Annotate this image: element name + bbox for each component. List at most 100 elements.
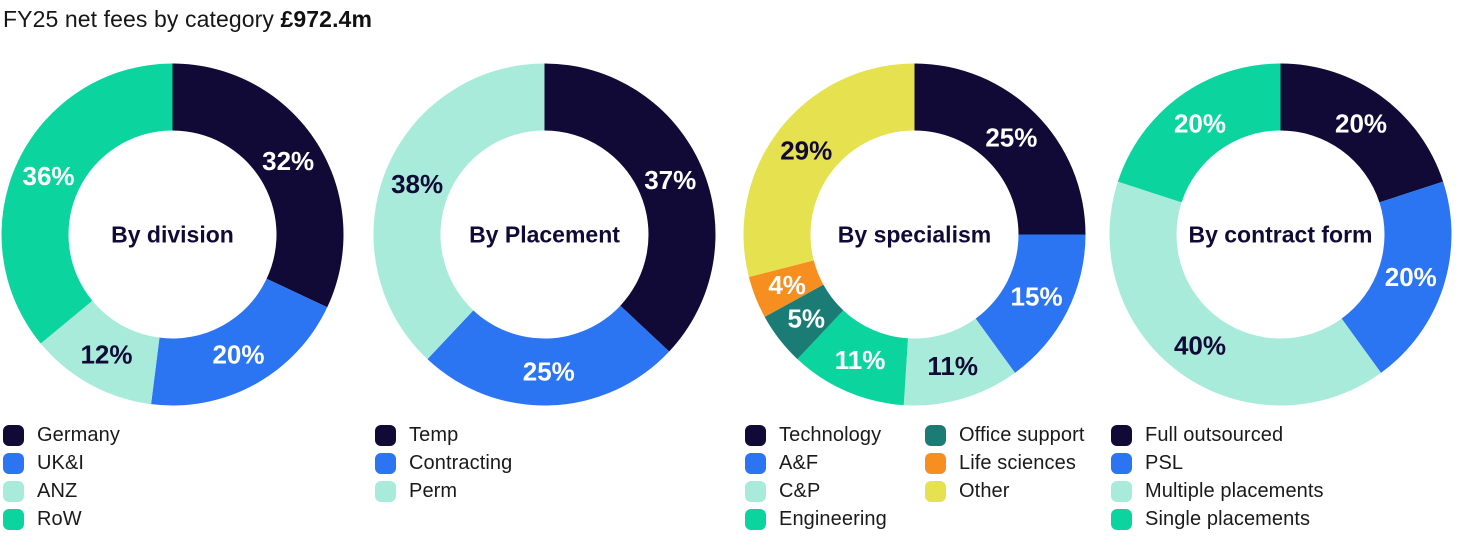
legend-item-full-outsourced: Full outsourced <box>1111 424 1467 446</box>
legend-swatch-icon <box>745 480 766 502</box>
donut-slice-perm <box>373 63 545 360</box>
legend-label: Full outsourced <box>1145 423 1284 446</box>
legend-item-row: RoW <box>3 508 359 530</box>
donut-slice-technology <box>914 63 1086 235</box>
legend-item-uk-i: UK&I <box>3 452 359 474</box>
donut-chart-by-division: 32% 20% 12% 36% By division <box>1 63 344 406</box>
legend-swatch-icon <box>375 424 396 446</box>
donut-center-label: By specialism <box>838 222 991 248</box>
slice-percent-label-full-outsourced: 20% <box>1335 109 1387 139</box>
legend-item-a-f: A&F <box>745 452 921 474</box>
donut-slice-life-sciences <box>748 260 824 317</box>
legend-label: PSL <box>1145 451 1184 474</box>
legend-label: Temp <box>409 423 459 446</box>
legend-by-specialism: Technology A&F C&P Engineering Office suppor… <box>742 424 1101 531</box>
legend-label: Office support <box>959 423 1085 446</box>
donut-slice-single-placements <box>1117 63 1281 203</box>
donut-slice-row <box>1 63 173 344</box>
page-title-amount: £972.4m <box>280 6 372 32</box>
slice-percent-label-perm: 38% <box>391 169 443 199</box>
legend-item-psl: PSL <box>1111 452 1467 474</box>
slice-percent-label-technology: 25% <box>985 123 1037 153</box>
slice-percent-label-anz: 12% <box>80 340 132 370</box>
legend-item-life-sciences: Life sciences <box>925 452 1101 474</box>
slice-percent-label-office-support: 5% <box>787 303 825 333</box>
slice-percent-label-other: 29% <box>780 136 832 166</box>
legend-item-c-p: C&P <box>745 480 921 502</box>
donut-center-label: By contract form <box>1188 222 1372 248</box>
legend-swatch-icon <box>3 508 24 530</box>
legend-swatch-icon <box>3 424 24 446</box>
legend-swatch-icon <box>745 452 766 474</box>
legend-swatch-icon <box>745 508 766 530</box>
donut-chart-by-placement: 37% 25% 38% By Placement <box>373 63 716 406</box>
legend-swatch-icon <box>375 480 396 502</box>
donut-slice-c-p <box>903 318 1016 406</box>
slice-percent-label-a-f: 15% <box>1011 282 1063 312</box>
legend-label: Technology <box>779 423 882 446</box>
slice-percent-label-contracting: 25% <box>523 356 575 386</box>
legend-label: UK&I <box>37 451 85 474</box>
legend-swatch-icon <box>1111 452 1132 474</box>
legend-label: Single placements <box>1145 507 1311 530</box>
legend-swatch-icon <box>745 424 766 446</box>
legend-swatch-icon <box>3 452 24 474</box>
donut-slice-psl <box>1341 181 1452 373</box>
legend-item-technology: Technology <box>745 424 921 446</box>
slice-percent-label-row: 36% <box>23 161 75 191</box>
legend-label: Life sciences <box>959 451 1076 474</box>
slice-percent-label-temp: 37% <box>644 165 696 195</box>
legend-label: Germany <box>37 423 120 446</box>
legend-item-anz: ANZ <box>3 480 359 502</box>
chart-column-by-placement: 37% 25% 38% By Placement Temp Contracting Perm <box>372 62 734 508</box>
legend-swatch-icon <box>925 480 946 502</box>
slice-percent-label-multiple-placements: 40% <box>1174 330 1226 360</box>
legend-by-contract-form: Full outsourced PSL Multiple placements Sin… <box>1108 424 1467 530</box>
legend-item-temp: Temp <box>375 424 731 446</box>
slice-percent-label-uk-i: 20% <box>212 340 264 370</box>
legend-label: RoW <box>37 507 82 530</box>
legend-item-office-support: Office support <box>925 424 1101 446</box>
slice-percent-label-psl: 20% <box>1385 262 1437 292</box>
donut-center-label: By Placement <box>469 222 620 248</box>
legend-label: Perm <box>409 479 458 502</box>
donut-chart-by-specialism: 25% 15% 11% 11% 5%4% 29% By specialism <box>743 63 1086 406</box>
donut-slice-other <box>743 63 915 278</box>
legend-item-engineering: Engineering <box>745 508 921 530</box>
donut-slice-uk-i <box>151 278 328 406</box>
legend-item-other: Other <box>925 480 1101 502</box>
legend-swatch-icon <box>1111 480 1132 502</box>
legend-label: C&P <box>779 479 821 502</box>
legend-by-division: Germany UK&I ANZ RoW <box>0 424 359 530</box>
legend-label: Multiple placements <box>1145 479 1324 502</box>
legend-swatch-icon <box>1111 508 1132 530</box>
legend-by-placement: Temp Contracting Perm <box>372 424 731 502</box>
legend-swatch-icon <box>1111 424 1132 446</box>
legend-label: Engineering <box>779 507 887 530</box>
donut-chart-by-contract-form: 20% 20% 40% 20% By contract form <box>1109 63 1452 406</box>
slice-percent-label-germany: 32% <box>262 146 314 176</box>
chart-column-by-division: 32% 20% 12% 36% By division Germany UK&I ANZ RoW <box>0 62 362 536</box>
donut-slice-a-f <box>975 234 1086 373</box>
legend-swatch-icon <box>3 480 24 502</box>
donut-slice-temp <box>544 63 716 352</box>
legend-item-germany: Germany <box>3 424 359 446</box>
chart-column-by-contract-form: 20% 20% 40% 20% By contract form Full outsour… <box>1108 62 1470 536</box>
donut-slice-germany <box>172 63 344 308</box>
slice-percent-label-engineering: 11% <box>835 345 886 375</box>
donut-slice-anz <box>40 300 160 405</box>
legend-item-perm: Perm <box>375 480 731 502</box>
slice-percent-label-life-sciences: 4% <box>768 270 806 300</box>
legend-label: Contracting <box>409 451 513 474</box>
donut-slice-contracting <box>427 305 670 406</box>
donut-slice-multiple-placements <box>1109 181 1382 406</box>
legend-swatch-icon <box>925 424 946 446</box>
legend-label: ANZ <box>37 479 78 502</box>
legend-label: Other <box>959 479 1010 502</box>
legend-swatch-icon <box>375 452 396 474</box>
legend-item-contracting: Contracting <box>375 452 731 474</box>
slice-percent-label-single-placements: 20% <box>1174 109 1226 139</box>
chart-column-by-specialism: 25% 15% 11% 11% 5% 4% 29% By specialism Technolo… <box>742 62 1104 531</box>
legend-item-single-placements: Single placements <box>1111 508 1467 530</box>
donut-center-label: By division <box>111 222 234 248</box>
